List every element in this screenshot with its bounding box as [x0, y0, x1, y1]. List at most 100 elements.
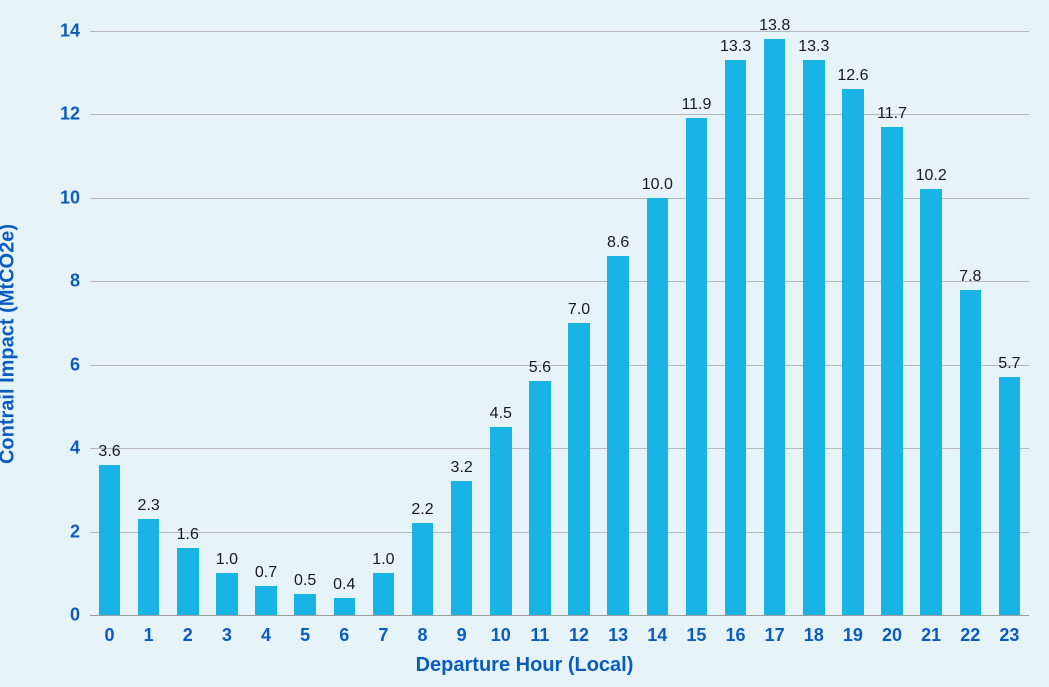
y-tick-label: 10	[60, 187, 80, 208]
bar: 7.8	[960, 290, 982, 615]
bar-value-label: 3.2	[451, 459, 473, 477]
bars-container: 3.602.311.621.030.740.550.461.072.283.29…	[90, 10, 1029, 615]
bar-slot: 3.60	[90, 10, 129, 615]
x-tick-label: 23	[999, 625, 1019, 646]
x-tick-label: 3	[222, 625, 232, 646]
x-tick-label: 4	[261, 625, 271, 646]
bar: 5.6	[529, 381, 551, 615]
bar-value-label: 13.3	[720, 38, 751, 56]
y-tick-label: 14	[60, 20, 80, 41]
bar-value-label: 0.7	[255, 564, 277, 582]
bar-value-label: 5.7	[998, 355, 1020, 373]
bar: 0.7	[255, 586, 277, 615]
x-tick-label: 0	[105, 625, 115, 646]
bar-value-label: 10.2	[916, 167, 947, 185]
x-tick-label: 8	[418, 625, 428, 646]
bar: 4.5	[490, 427, 512, 615]
bar: 2.2	[412, 523, 434, 615]
bar: 1.6	[177, 548, 199, 615]
bar-slot: 11.915	[677, 10, 716, 615]
x-tick-label: 2	[183, 625, 193, 646]
bar-value-label: 7.0	[568, 301, 590, 319]
bar-value-label: 13.3	[798, 38, 829, 56]
bar: 13.3	[725, 60, 747, 615]
bar: 8.6	[607, 256, 629, 615]
bar-slot: 10.221	[912, 10, 951, 615]
bar-slot: 1.03	[207, 10, 246, 615]
bar-value-label: 2.3	[138, 497, 160, 515]
x-tick-label: 1	[144, 625, 154, 646]
bar: 13.8	[764, 39, 786, 615]
bar: 0.4	[334, 598, 356, 615]
bar: 5.7	[999, 377, 1021, 615]
bar-value-label: 11.7	[877, 105, 907, 123]
bar: 12.6	[842, 89, 864, 615]
bar-value-label: 12.6	[837, 67, 868, 85]
bar-slot: 1.07	[364, 10, 403, 615]
bar: 7.0	[568, 323, 590, 615]
x-tick-label: 20	[882, 625, 902, 646]
bar-value-label: 10.0	[642, 176, 673, 194]
x-tick-label: 19	[843, 625, 863, 646]
bar-slot: 10.014	[638, 10, 677, 615]
bar-slot: 13.316	[716, 10, 755, 615]
bar-value-label: 1.0	[216, 551, 238, 569]
y-tick-label: 12	[60, 104, 80, 125]
bar-value-label: 4.5	[490, 405, 512, 423]
y-tick-label: 8	[70, 271, 80, 292]
bar-value-label: 1.0	[372, 551, 394, 569]
bar: 0.5	[294, 594, 316, 615]
y-tick-label: 0	[70, 605, 80, 626]
bar-slot: 0.55	[286, 10, 325, 615]
x-tick-label: 6	[339, 625, 349, 646]
bar: 10.2	[920, 189, 942, 615]
x-axis-line	[90, 615, 1029, 616]
y-axis-label: Contrail Impact (MtCO2e)	[0, 223, 20, 463]
bar-value-label: 13.8	[759, 17, 790, 35]
x-tick-label: 10	[491, 625, 511, 646]
x-tick-label: 7	[378, 625, 388, 646]
bar-slot: 7.012	[560, 10, 599, 615]
bar-slot: 1.62	[168, 10, 207, 615]
bar-slot: 13.817	[755, 10, 794, 615]
bar: 11.7	[881, 127, 903, 615]
bar: 3.6	[99, 465, 121, 615]
bar-slot: 2.28	[403, 10, 442, 615]
bar: 2.3	[138, 519, 160, 615]
bar-slot: 7.822	[951, 10, 990, 615]
bar-slot: 5.611	[520, 10, 559, 615]
x-tick-label: 15	[686, 625, 706, 646]
bar: 11.9	[686, 118, 708, 615]
bar-slot: 8.613	[599, 10, 638, 615]
bar-slot: 3.29	[442, 10, 481, 615]
x-tick-label: 17	[765, 625, 785, 646]
bar-value-label: 8.6	[607, 234, 629, 252]
bar: 10.0	[647, 198, 669, 615]
bar-slot: 2.31	[129, 10, 168, 615]
bar-value-label: 5.6	[529, 359, 551, 377]
bar: 3.2	[451, 481, 473, 615]
x-tick-label: 9	[457, 625, 467, 646]
bar-slot: 0.74	[246, 10, 285, 615]
bar: 1.0	[216, 573, 238, 615]
x-tick-label: 11	[530, 625, 549, 646]
bar-value-label: 2.2	[411, 501, 433, 519]
y-tick-label: 6	[70, 354, 80, 375]
contrail-impact-chart: Contrail Impact (MtCO2e) Departure Hour …	[0, 0, 1049, 687]
x-tick-label: 18	[804, 625, 824, 646]
bar-slot: 4.510	[481, 10, 520, 615]
x-tick-label: 14	[647, 625, 667, 646]
plot-area: 3.602.311.621.030.740.550.461.072.283.29…	[90, 10, 1029, 615]
bar-value-label: 0.4	[333, 576, 355, 594]
y-tick-label: 2	[70, 521, 80, 542]
bar-value-label: 7.8	[959, 268, 981, 286]
bar-value-label: 11.9	[681, 96, 711, 114]
y-tick-label: 4	[70, 438, 80, 459]
x-axis-label: Departure Hour (Local)	[0, 654, 1049, 677]
x-tick-label: 13	[608, 625, 628, 646]
bar-slot: 13.318	[794, 10, 833, 615]
x-tick-label: 22	[960, 625, 980, 646]
bar-value-label: 0.5	[294, 572, 316, 590]
bar: 13.3	[803, 60, 825, 615]
bar-slot: 0.46	[325, 10, 364, 615]
